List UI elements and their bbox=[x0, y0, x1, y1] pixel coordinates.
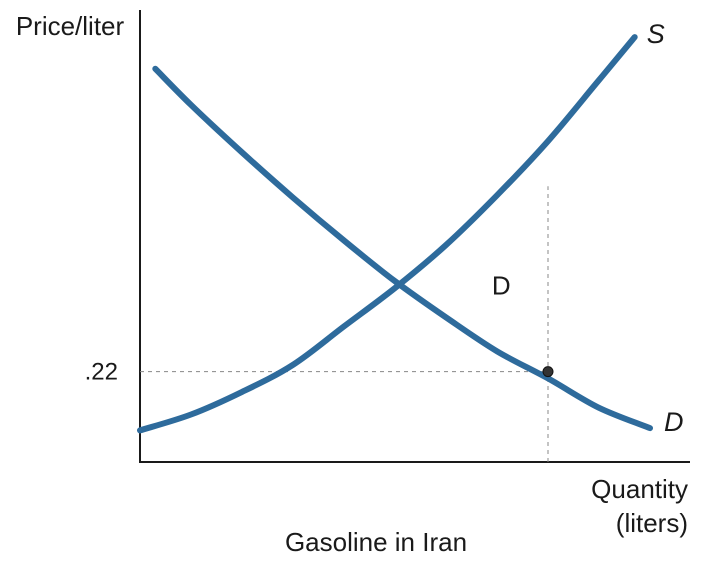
x-axis-label-line2: (liters) bbox=[616, 508, 688, 538]
x-axis-label-line1: Quantity bbox=[591, 474, 688, 504]
price-ceiling-point bbox=[542, 366, 554, 378]
demand-series-label: D bbox=[664, 407, 684, 437]
mid-annotation-label: D bbox=[492, 271, 511, 301]
y-axis-label: Price/liter bbox=[16, 11, 125, 41]
supply-series-label: S bbox=[647, 19, 665, 49]
demand-curve bbox=[152, 65, 653, 432]
y-tick-label: .22 bbox=[85, 359, 118, 386]
chart-caption: Gasoline in Iran bbox=[285, 527, 467, 557]
